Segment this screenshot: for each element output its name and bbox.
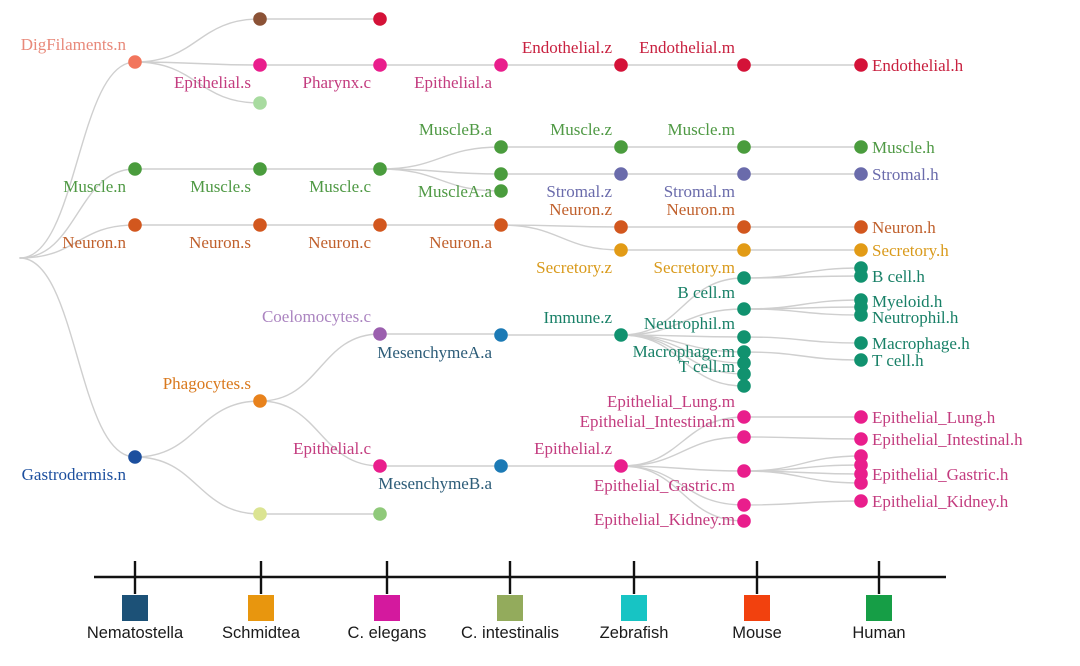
svg-text:Mouse: Mouse (732, 624, 782, 642)
svg-text:Nematostella: Nematostella (87, 624, 184, 642)
svg-text:Muscle.s: Muscle.s (190, 177, 251, 196)
svg-text:C. intestinalis: C. intestinalis (461, 624, 559, 642)
svg-text:Epithelial_Lung.m: Epithelial_Lung.m (607, 392, 735, 411)
svg-text:Neuron.c: Neuron.c (308, 233, 371, 252)
svg-text:Muscle.z: Muscle.z (550, 120, 612, 139)
svg-text:Endothelial.z: Endothelial.z (522, 38, 613, 57)
svg-text:Muscle.h: Muscle.h (872, 138, 935, 157)
svg-text:Epithelial_Gastric.m: Epithelial_Gastric.m (594, 476, 735, 495)
svg-text:Epithelial.z: Epithelial.z (534, 439, 612, 458)
svg-text:Neuron.z: Neuron.z (549, 200, 612, 219)
svg-text:MuscleB.a: MuscleB.a (419, 120, 493, 139)
svg-text:Immune.z: Immune.z (544, 308, 613, 327)
svg-text:Neuron.a: Neuron.a (429, 233, 492, 252)
svg-text:Neutrophil.m: Neutrophil.m (644, 314, 735, 333)
svg-text:Muscle.m: Muscle.m (667, 120, 735, 139)
svg-text:Neuron.m: Neuron.m (667, 200, 735, 219)
svg-text:MuscleA.a: MuscleA.a (418, 182, 493, 201)
svg-text:Neuron.h: Neuron.h (872, 218, 936, 237)
svg-text:Phagocytes.s: Phagocytes.s (163, 374, 251, 393)
svg-text:Secretory.z: Secretory.z (536, 258, 612, 277)
svg-text:Endothelial.m: Endothelial.m (639, 38, 735, 57)
svg-text:Neutrophil.h: Neutrophil.h (872, 308, 959, 327)
svg-text:T cell.m: T cell.m (679, 357, 735, 376)
svg-text:B cell.m: B cell.m (677, 283, 735, 302)
svg-text:Zebrafish: Zebrafish (600, 624, 669, 642)
svg-text:MesenchymeA.a: MesenchymeA.a (377, 343, 492, 362)
svg-text:Epithelial.a: Epithelial.a (414, 73, 492, 92)
svg-text:Stromal.m: Stromal.m (664, 182, 735, 201)
svg-text:Epithelial_Intestinal.h: Epithelial_Intestinal.h (872, 430, 1023, 449)
svg-text:Gastrodermis.n: Gastrodermis.n (22, 465, 127, 484)
svg-text:Stromal.z: Stromal.z (546, 182, 612, 201)
svg-text:C. elegans: C. elegans (348, 624, 427, 642)
svg-text:Epithelial_Lung.h: Epithelial_Lung.h (872, 408, 996, 427)
svg-text:Epithelial_Intestinal.m: Epithelial_Intestinal.m (580, 412, 735, 431)
svg-text:Neuron.n: Neuron.n (62, 233, 126, 252)
svg-text:DigFilaments.n: DigFilaments.n (21, 35, 127, 54)
svg-text:Pharynx.c: Pharynx.c (303, 73, 372, 92)
svg-text:Stromal.h: Stromal.h (872, 165, 939, 184)
svg-text:Muscle.c: Muscle.c (309, 177, 371, 196)
svg-text:Schmidtea: Schmidtea (222, 624, 301, 642)
svg-text:Epithelial.c: Epithelial.c (293, 439, 371, 458)
svg-text:B cell.h: B cell.h (872, 267, 925, 286)
svg-text:Muscle.n: Muscle.n (63, 177, 126, 196)
svg-text:T cell.h: T cell.h (872, 351, 924, 370)
svg-text:Epithelial_Kidney.h: Epithelial_Kidney.h (872, 492, 1009, 511)
svg-text:Human: Human (852, 624, 905, 642)
svg-text:Endothelial.h: Endothelial.h (872, 56, 964, 75)
svg-text:Secretory.m: Secretory.m (653, 258, 735, 277)
svg-text:Epithelial_Kidney.m: Epithelial_Kidney.m (594, 510, 735, 529)
svg-text:MesenchymeB.a: MesenchymeB.a (378, 474, 492, 493)
svg-text:Neuron.s: Neuron.s (189, 233, 251, 252)
svg-text:Epithelial.s: Epithelial.s (174, 73, 251, 92)
svg-text:Epithelial_Gastric.h: Epithelial_Gastric.h (872, 465, 1009, 484)
svg-text:Secretory.h: Secretory.h (872, 241, 949, 260)
svg-text:Coelomocytes.c: Coelomocytes.c (262, 307, 372, 326)
